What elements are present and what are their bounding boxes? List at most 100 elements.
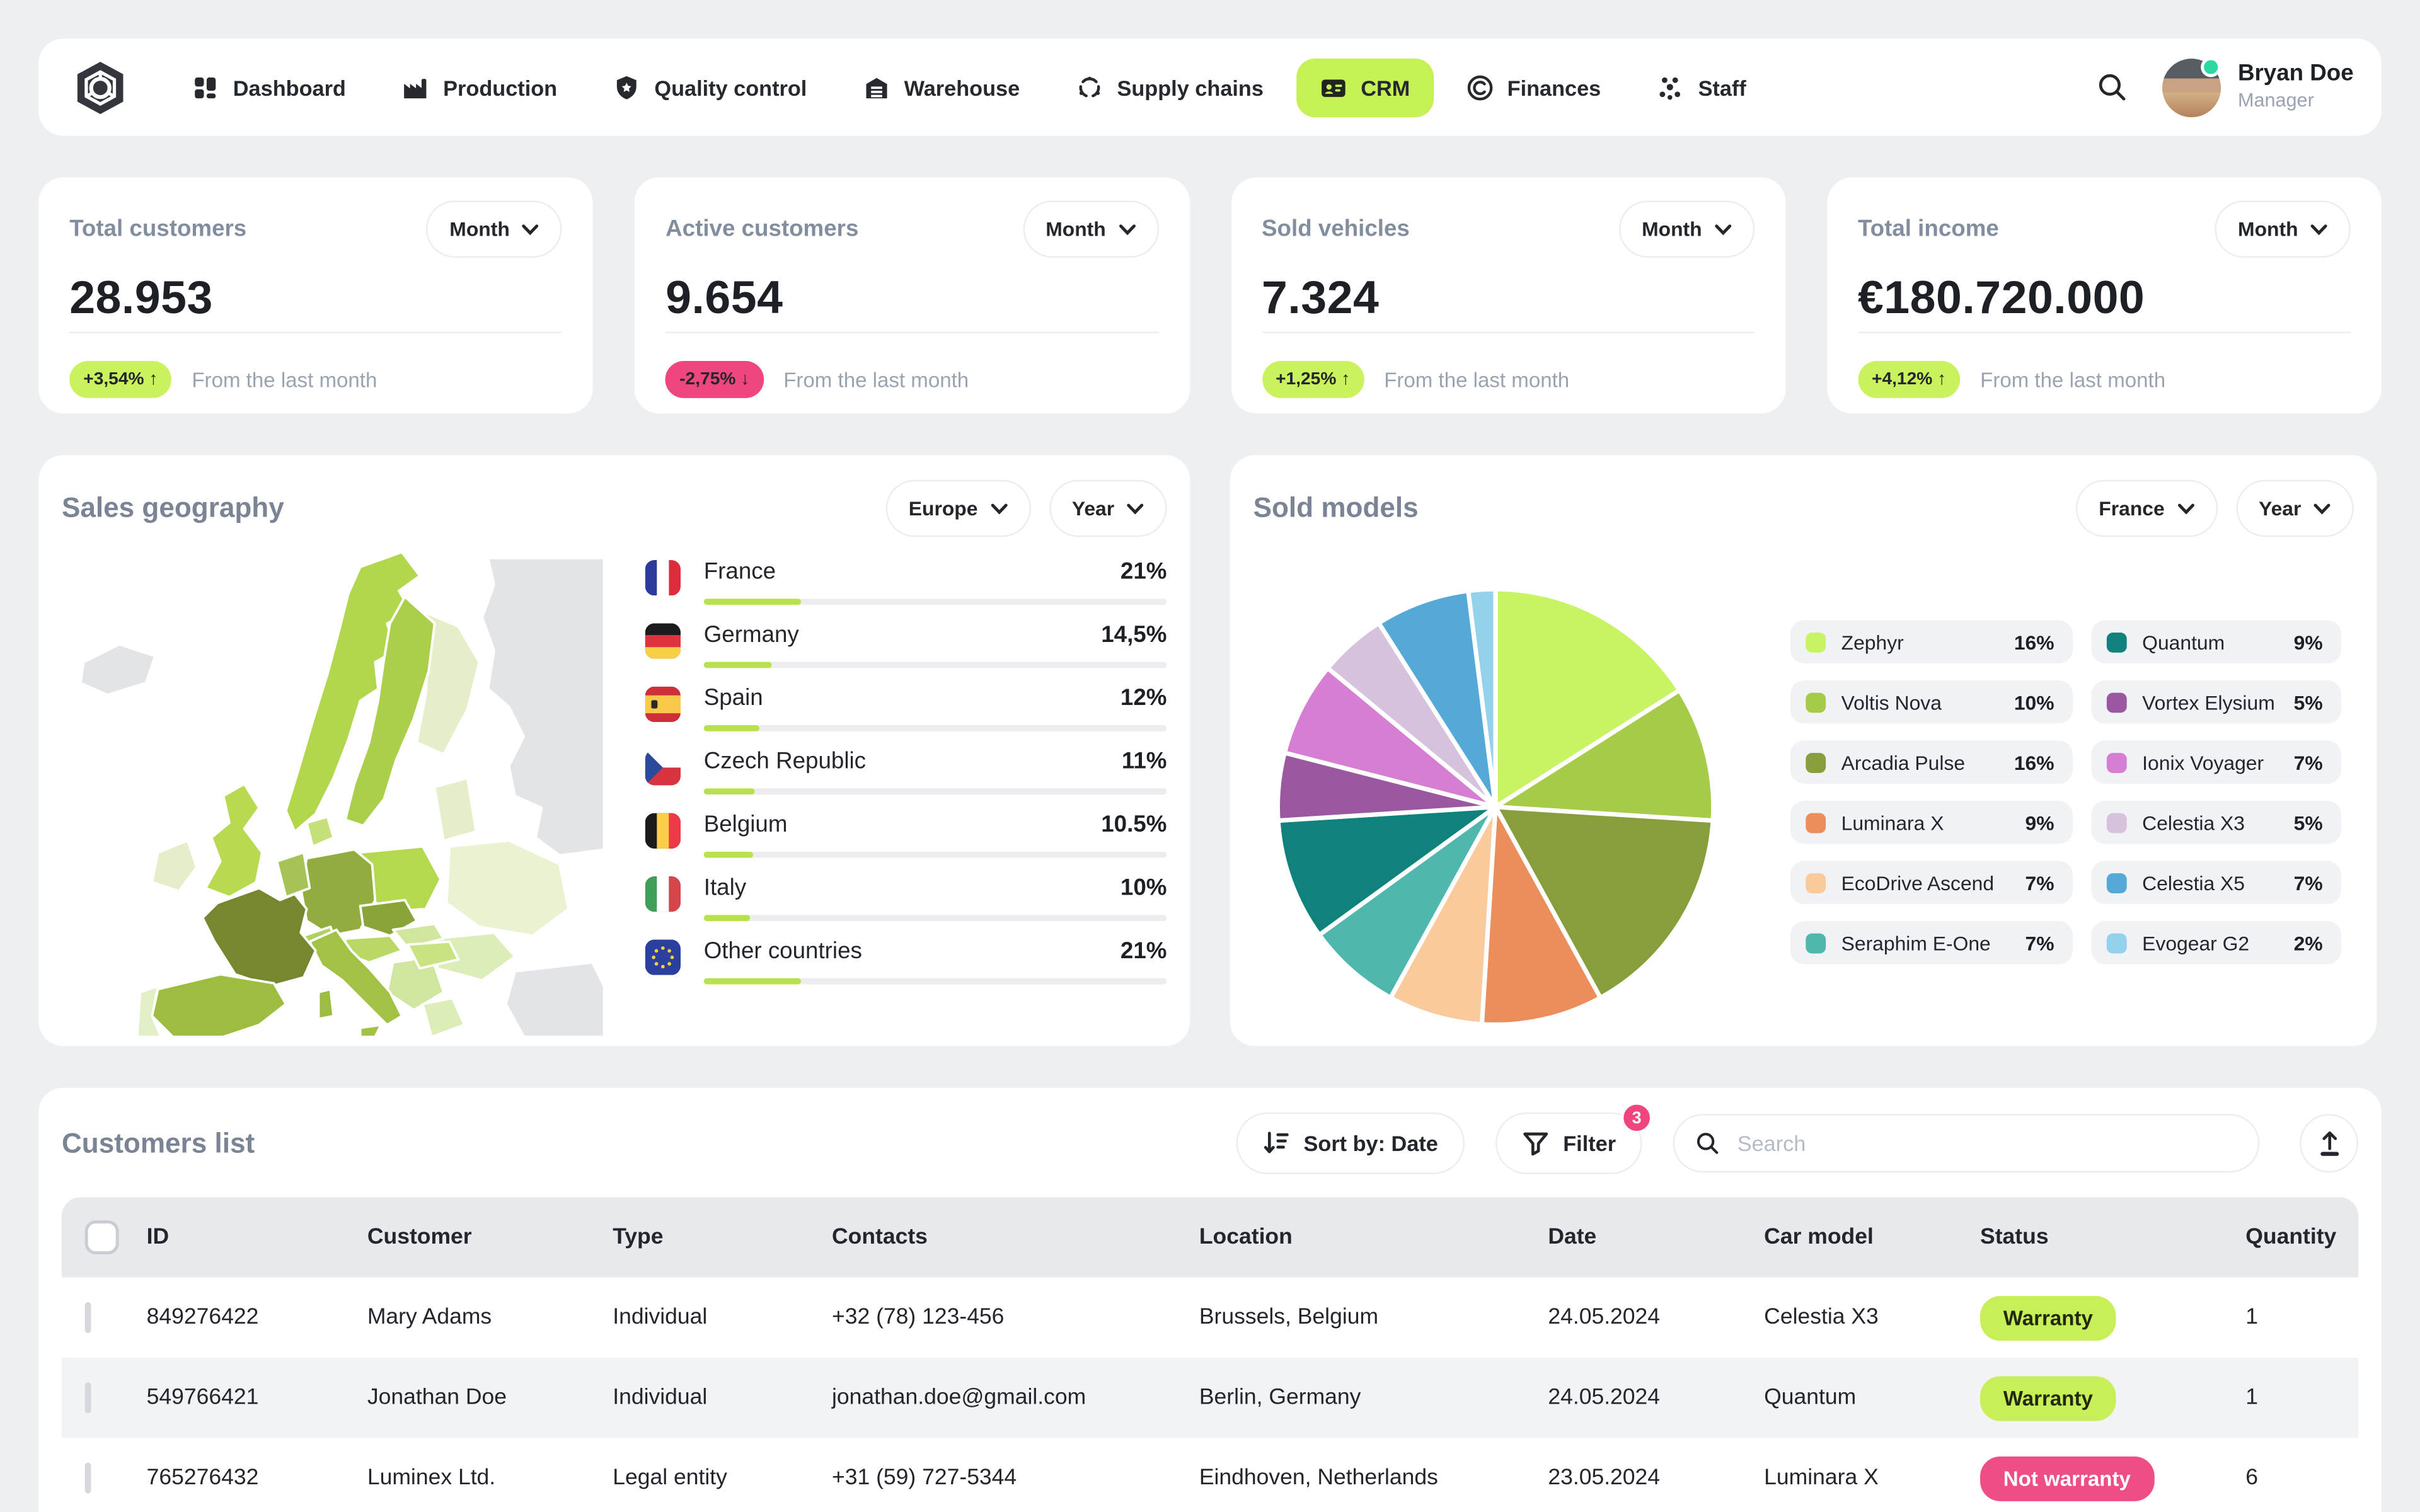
select-all-checkbox[interactable] [84,1220,119,1255]
country-percent: 12% [1120,685,1167,711]
flag-eu-icon [645,939,681,975]
legend-item: Zephyr 16% [1790,620,2073,664]
search-input[interactable] [1734,1129,2238,1157]
legend-value: 9% [2293,630,2323,654]
flag-fr-icon [645,559,681,596]
cell-customer: Jonathan Doe [367,1385,507,1411]
legend-label: Celestia X3 [2142,810,2245,834]
main-nav: Dashboard Production Quality control War… [168,57,1770,117]
legend-value: 7% [2025,871,2054,895]
stat-note: From the last month [1384,368,1570,391]
avatar [2162,56,2221,117]
cell-date: 24.05.2024 [1548,1305,1661,1331]
legend-value: 7% [2025,931,2054,954]
pie-legend: Zephyr 16% Voltis Nova 10% Arcadia Pulse… [1790,620,2342,965]
export-button[interactable] [2299,1114,2359,1173]
nav-item-crm[interactable]: CRM [1296,57,1434,117]
nav-item-production[interactable]: Production [378,58,580,117]
sort-button[interactable]: Sort by: Date [1235,1112,1465,1174]
legend-item: Vortex Elysium 5% [2091,680,2342,724]
legend-swatch [2106,872,2127,893]
period-select[interactable]: Month [1022,200,1158,258]
user-name: Bryan Doe [2237,60,2354,87]
country-progress-fill [703,978,802,985]
column-header[interactable]: Location [1199,1225,1293,1250]
legend-value: 5% [2293,690,2323,714]
column-header[interactable]: Quantity [2245,1225,2337,1250]
crm-id-card-icon [1319,73,1347,101]
period-select[interactable]: Month [426,200,563,258]
country-name: Belgium [703,811,788,838]
table-row[interactable]: 549766421 Jonathan Doe Individual jonath… [61,1358,2359,1438]
table-row[interactable]: 765276432 Luminex Ltd. Legal entity +31 … [61,1438,2359,1512]
column-header[interactable]: Type [613,1225,664,1250]
column-header[interactable]: Date [1548,1225,1597,1250]
pie-slice-ionix-voyager[interactable] [1282,665,1498,810]
column-header[interactable]: Status [1980,1225,2049,1250]
legend-value: 7% [2293,750,2323,774]
legend-item: Ionix Voyager 7% [2091,740,2342,784]
legend-value: 16% [2014,630,2054,654]
dashboard-icon [192,73,219,101]
cell-type: Legal entity [613,1465,727,1491]
nav-item-staff[interactable]: Staff [1634,58,1770,117]
country-progress-fill [703,915,751,922]
pie-slice-zephyr[interactable] [1493,587,1682,810]
period-select[interactable]: Month [2215,200,2351,258]
search-icon[interactable] [2094,69,2131,106]
region-select[interactable]: Europe [885,479,1030,537]
period-select[interactable]: Year [2235,479,2354,537]
stat-delta-badge: +3,54% ↑ [69,361,172,398]
pie-slice-quantum[interactable] [1276,805,1498,937]
status-badge: Warranty [1980,1295,2116,1340]
legend-item: Celestia X5 7% [2091,861,2342,905]
pie-slice-evogear-g2[interactable] [1466,587,1498,810]
user-menu[interactable]: Bryan Doe Manager [2162,56,2354,117]
stat-title: Sold vehicles [1262,215,1410,243]
table-row[interactable]: 849276422 Mary Adams Individual +32 (78)… [61,1277,2359,1358]
row-checkbox[interactable] [84,1382,91,1414]
legend-item: Celestia X3 5% [2091,801,2342,844]
nav-item-finances[interactable]: Finances [1443,58,1624,117]
row-checkbox[interactable] [84,1302,91,1333]
stat-title: Total customers [69,215,247,243]
pie-slice-celestia-x5[interactable] [1376,588,1498,810]
stat-card-total-income: Total income Month €180.720.000 +4,12% ↑… [1826,177,2382,414]
nav-item-supply-chains[interactable]: Supply chains [1052,58,1287,117]
legend-label: Quantum [2142,630,2225,654]
region-select[interactable]: France [2075,479,2217,537]
row-checkbox[interactable] [84,1462,91,1494]
country-progress-fill [703,788,755,795]
stat-cards-row: Total customers Month 28.953 +3,54% ↑ Fr… [38,177,2382,414]
country-name: Czech Republic [703,748,867,775]
filter-button[interactable]: Filter 3 [1495,1101,1653,1174]
pie-slice-seraphim-e-one[interactable] [1317,805,1498,1000]
period-select[interactable]: Year [1049,479,1167,537]
column-header[interactable]: ID [146,1225,170,1250]
column-header[interactable]: Car model [1764,1225,1874,1250]
stat-card-total-customers: Total customers Month 28.953 +3,54% ↑ Fr… [38,177,594,414]
legend-value: 2% [2293,931,2323,954]
pie-slice-ecodrive-ascend[interactable] [1388,805,1498,1027]
stat-value: 28.953 [69,273,213,324]
country-progress-track [703,598,1167,605]
period-select[interactable]: Month [1618,200,1754,258]
pie-slice-voltis-nova[interactable] [1493,688,1716,823]
flag-es-icon [645,686,681,723]
legend-swatch [1806,692,1826,713]
column-header[interactable]: Contacts [832,1225,928,1250]
nav-label: Dashboard [233,74,346,100]
stat-title: Total income [1857,215,1999,243]
pie-slice-luminara-x[interactable] [1479,805,1603,1027]
legend-swatch [2106,932,2127,953]
nav-item-dashboard[interactable]: Dashboard [168,58,369,117]
stat-note: From the last month [192,368,377,391]
nav-item-warehouse[interactable]: Warehouse [839,58,1043,117]
pie-slice-arcadia-pulse[interactable] [1493,805,1715,1000]
column-header[interactable]: Customer [367,1225,472,1250]
app-logo-icon[interactable] [72,59,128,115]
legend-swatch [2106,812,2127,833]
nav-item-quality-control[interactable]: Quality control [590,58,831,117]
legend-swatch [2106,752,2127,772]
